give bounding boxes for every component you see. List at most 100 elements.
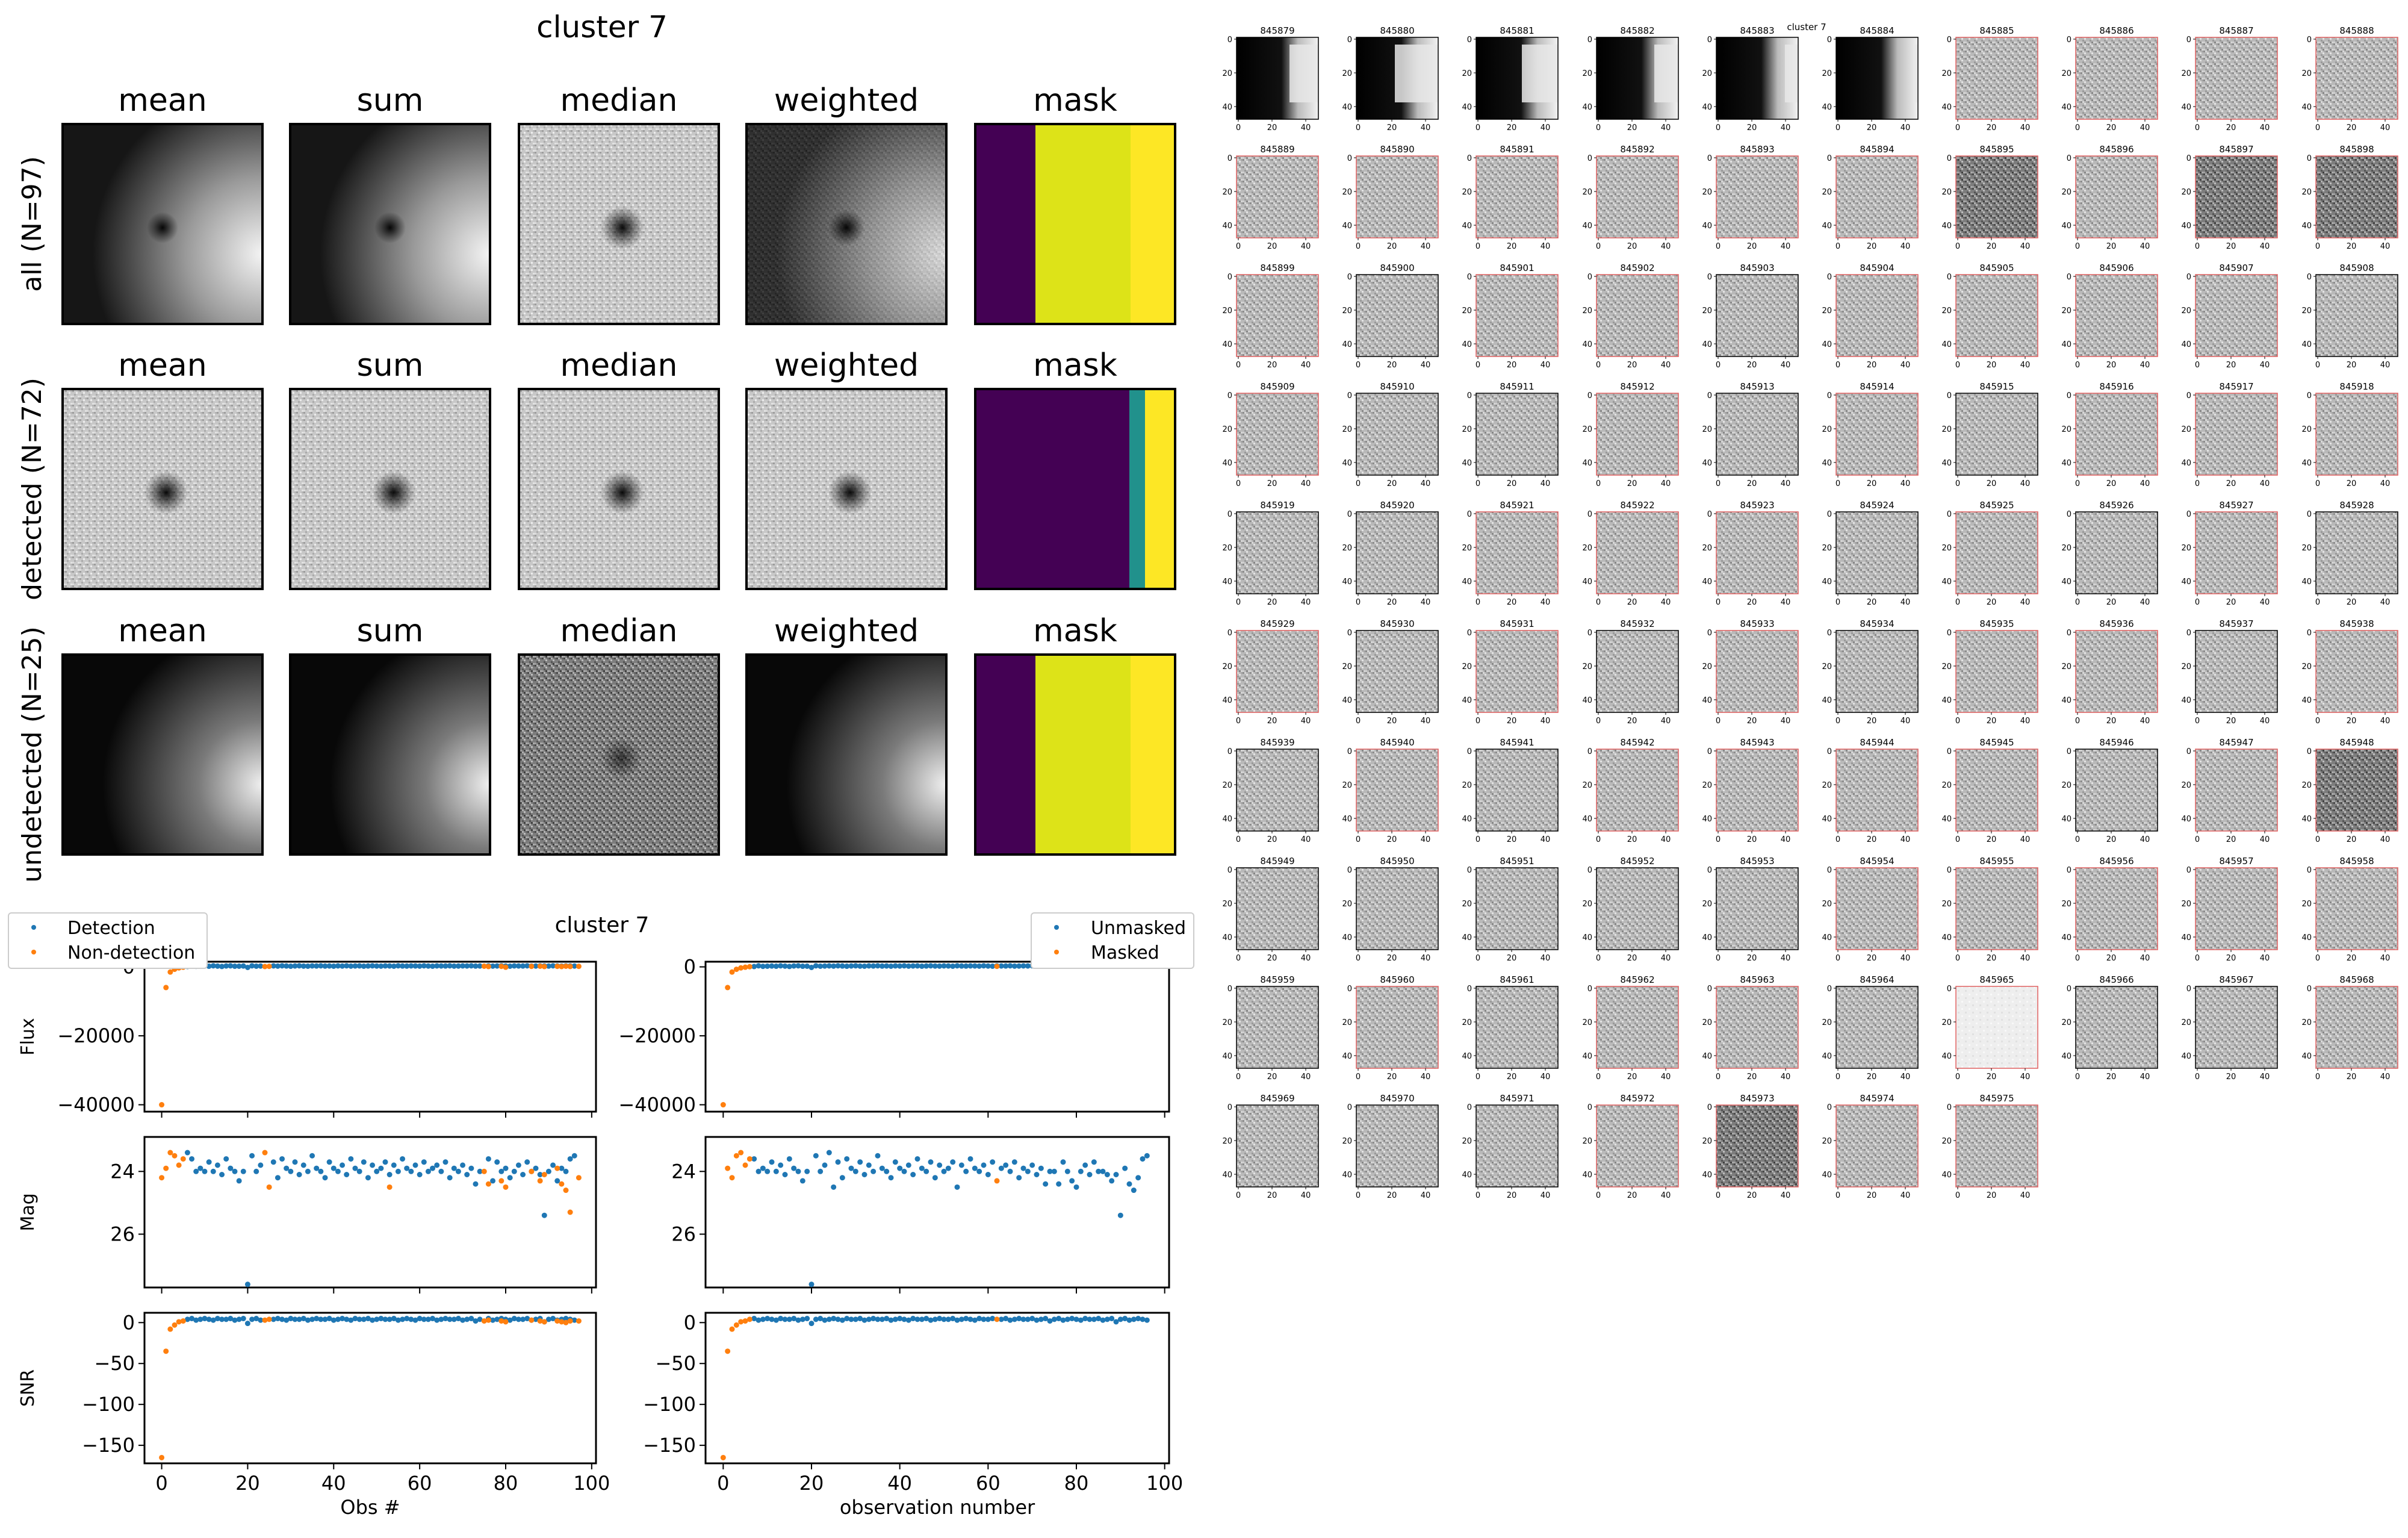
stamp-y-tick-label: 0	[1347, 154, 1352, 163]
data-point	[897, 1165, 903, 1171]
stamp-y-tick-label: 20	[2301, 781, 2312, 790]
data-point	[1016, 1175, 1022, 1181]
stamp-y-tick-label: 20	[1941, 425, 1952, 434]
stamp-y-tick-label: 0	[2307, 273, 2312, 282]
data-point	[236, 1178, 242, 1184]
data-point	[746, 1156, 752, 1162]
stamp-y-tick-label: 40	[1582, 578, 1592, 587]
data-point	[994, 1178, 1000, 1184]
panel-title: weighted	[774, 347, 919, 384]
stamp-x-tick-label: 0	[1835, 835, 1840, 844]
stamp-label: 845944	[1860, 737, 1894, 748]
data-point	[831, 1184, 837, 1190]
stamp-frame	[2315, 986, 2398, 1069]
stamp-label: 845943	[1740, 737, 1774, 748]
stamp-image	[2076, 393, 2158, 475]
stamp-x-tick-label: 20	[1267, 1073, 1277, 1082]
stamp-y-tick-label: 40	[1582, 222, 1592, 231]
data-point	[172, 1153, 178, 1159]
data-point	[875, 1316, 881, 1322]
stamp-label: 845965	[1979, 974, 2014, 985]
data-point	[804, 1316, 810, 1322]
stamp-label: 845925	[1979, 500, 2014, 511]
data-point	[857, 1316, 863, 1322]
stamp-image	[1356, 393, 1438, 475]
stamp-y-tick-label: 20	[1462, 1137, 1472, 1146]
stamp-y-tick-label: 40	[2181, 103, 2191, 112]
stamp-label: 845901	[1500, 263, 1534, 273]
stamp-y-tick-label: 20	[1462, 544, 1472, 553]
stamp-x-tick-label: 40	[1781, 123, 1791, 132]
stamp-y-tick-label: 0	[2067, 154, 2071, 163]
stamp-image	[1597, 512, 1678, 594]
stamp-y-tick-label: 20	[1941, 900, 1952, 909]
stamp-y-tick-label: 20	[1222, 1137, 1232, 1146]
data-point	[888, 963, 894, 969]
stamp-x-tick-label: 40	[2140, 361, 2150, 370]
data-point	[914, 963, 920, 969]
legend-marker-detection	[31, 925, 36, 930]
stamp-x-tick-label: 0	[1596, 1191, 1601, 1200]
data-point	[981, 1316, 987, 1322]
data-point	[167, 1150, 173, 1156]
stamp-image	[1956, 986, 2038, 1068]
stamp-y-tick-label: 0	[1227, 391, 1232, 400]
data-point	[795, 1317, 801, 1323]
data-point	[214, 1316, 220, 1322]
data-point	[905, 963, 911, 969]
stamp-y-tick-label: 20	[1342, 544, 1352, 553]
data-point	[866, 1162, 872, 1168]
stamp-x-tick-label: 0	[1476, 479, 1480, 488]
stamp-y-tick-label: 20	[1702, 425, 1712, 434]
data-point	[503, 964, 509, 970]
image-panel	[289, 653, 491, 856]
data-point	[998, 1316, 1004, 1322]
stamp-x-tick-label: 40	[1421, 598, 1431, 607]
stamp-label: 845957	[2219, 856, 2253, 867]
data-point	[928, 963, 934, 969]
stamp-image	[1237, 1105, 1318, 1187]
data-point	[563, 1316, 569, 1322]
data-point	[386, 963, 393, 969]
stamp-frame	[1716, 393, 1799, 476]
stamp-x-tick-label: 0	[1955, 242, 1960, 251]
stamp-y-tick-label: 40	[2301, 933, 2312, 942]
stamp-x-tick-label: 20	[2347, 242, 2357, 251]
stamp-y-tick-label: 40	[1582, 340, 1592, 349]
data-point	[839, 963, 845, 969]
data-point	[1020, 1165, 1026, 1171]
data-point	[554, 964, 560, 970]
stamp-y-tick-label: 20	[1702, 188, 1712, 197]
image-frame	[61, 123, 264, 325]
stamp-y-tick-label: 20	[1582, 544, 1592, 553]
stamp-x-tick-label: 20	[1747, 954, 1757, 963]
stamp-x-tick-label: 0	[1476, 954, 1480, 963]
stamp-x-tick-label: 40	[1901, 242, 1911, 251]
stamp-y-tick-label: 20	[1342, 900, 1352, 909]
data-point	[786, 1316, 792, 1322]
plot-frame	[143, 1136, 597, 1289]
stamp-y-tick-label: 0	[1467, 747, 1472, 756]
stamp-label: 845936	[2099, 618, 2133, 629]
data-point	[567, 1318, 573, 1324]
stamp-frame	[1476, 155, 1559, 238]
data-point	[852, 963, 858, 969]
stamp-y-tick-label: 0	[1467, 629, 1472, 638]
data-point	[468, 1165, 474, 1171]
data-point	[571, 963, 577, 969]
data-point	[365, 963, 371, 969]
stamp-image	[1716, 868, 1798, 950]
y-tick-label: 24	[110, 1160, 135, 1183]
source-blob	[601, 738, 642, 779]
data-point	[919, 1316, 925, 1322]
stamp-image	[1597, 393, 1678, 475]
stamp-image	[1597, 630, 1678, 712]
stamp-x-tick-label: 40	[1781, 479, 1791, 488]
data-point	[725, 985, 731, 991]
stamp-label: 845928	[2339, 500, 2374, 511]
stamp-y-tick-label: 40	[2301, 815, 2312, 824]
stamp-image	[1476, 986, 1558, 1068]
source-blob	[144, 471, 188, 514]
